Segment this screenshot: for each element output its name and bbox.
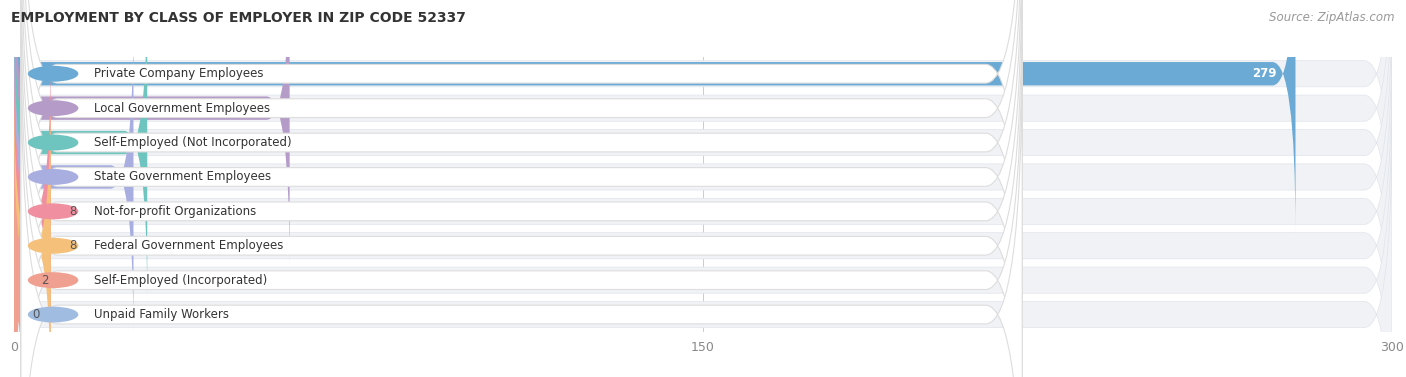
FancyBboxPatch shape (21, 14, 1022, 377)
Text: 8: 8 (69, 239, 76, 252)
FancyBboxPatch shape (21, 0, 1022, 377)
Ellipse shape (28, 66, 79, 82)
FancyBboxPatch shape (14, 17, 134, 337)
Ellipse shape (28, 100, 79, 116)
FancyBboxPatch shape (21, 0, 1022, 340)
FancyBboxPatch shape (21, 0, 1022, 377)
Text: 0: 0 (32, 308, 39, 321)
Text: Unpaid Family Workers: Unpaid Family Workers (94, 308, 229, 321)
Ellipse shape (28, 307, 79, 322)
FancyBboxPatch shape (14, 0, 290, 268)
FancyBboxPatch shape (14, 0, 1392, 302)
Text: 2: 2 (42, 274, 49, 287)
FancyBboxPatch shape (21, 0, 1022, 377)
FancyBboxPatch shape (14, 0, 148, 303)
FancyBboxPatch shape (14, 0, 1392, 336)
Text: Self-Employed (Not Incorporated): Self-Employed (Not Incorporated) (94, 136, 292, 149)
Text: Source: ZipAtlas.com: Source: ZipAtlas.com (1270, 11, 1395, 24)
FancyBboxPatch shape (14, 0, 1295, 234)
FancyBboxPatch shape (14, 18, 1392, 377)
Ellipse shape (28, 169, 79, 185)
Text: Local Government Employees: Local Government Employees (94, 102, 270, 115)
Text: Self-Employed (Incorporated): Self-Employed (Incorporated) (94, 274, 267, 287)
Text: 279: 279 (1253, 67, 1277, 80)
Text: 60: 60 (254, 102, 271, 115)
FancyBboxPatch shape (14, 52, 1392, 377)
Ellipse shape (28, 238, 79, 254)
FancyBboxPatch shape (14, 51, 51, 372)
Text: 26: 26 (98, 170, 115, 184)
Ellipse shape (28, 135, 79, 150)
FancyBboxPatch shape (21, 0, 1022, 374)
FancyBboxPatch shape (14, 0, 1392, 370)
Ellipse shape (28, 204, 79, 219)
Ellipse shape (28, 272, 79, 288)
Text: Not-for-profit Organizations: Not-for-profit Organizations (94, 205, 257, 218)
FancyBboxPatch shape (14, 87, 1392, 377)
Text: State Government Employees: State Government Employees (94, 170, 271, 184)
FancyBboxPatch shape (14, 86, 51, 377)
FancyBboxPatch shape (21, 0, 1022, 377)
FancyBboxPatch shape (14, 121, 1392, 377)
Text: EMPLOYMENT BY CLASS OF EMPLOYER IN ZIP CODE 52337: EMPLOYMENT BY CLASS OF EMPLOYER IN ZIP C… (11, 11, 467, 25)
Text: 8: 8 (69, 205, 76, 218)
Text: 29: 29 (112, 136, 129, 149)
Text: Federal Government Employees: Federal Government Employees (94, 239, 284, 252)
FancyBboxPatch shape (21, 49, 1022, 377)
Text: Private Company Employees: Private Company Employees (94, 67, 264, 80)
FancyBboxPatch shape (14, 0, 1392, 267)
FancyBboxPatch shape (0, 120, 37, 377)
